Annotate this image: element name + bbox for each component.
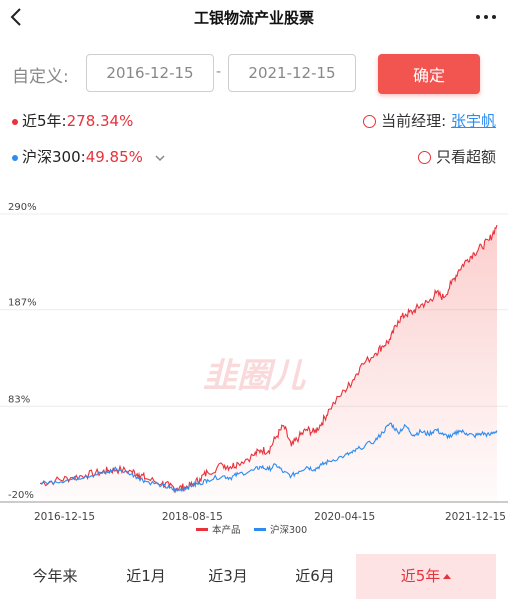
start-date-input[interactable]: [86, 54, 214, 92]
x-tick-label: 2021-12-15: [445, 511, 506, 523]
manager-name-link[interactable]: 张宇帆: [450, 112, 496, 130]
x-tick-label: 2020-04-15: [314, 511, 375, 523]
custom-range-label: 自定义:: [12, 67, 69, 87]
legend-label: 本产品: [212, 524, 241, 536]
fund-series-line: [39, 224, 498, 494]
fund-dot-icon: [12, 118, 18, 125]
index-dot-icon: [12, 154, 18, 161]
y-tick-label: 187%: [8, 298, 37, 309]
page-title: 工银物流产业股票: [193, 9, 314, 27]
index-return-value: 49.85%: [85, 148, 143, 166]
index-return-row: 沪深300:49.85%: [12, 146, 166, 167]
chevron-down-icon[interactable]: [154, 152, 166, 164]
header: 工银物流产业股票: [0, 0, 508, 36]
manager-label: 当前经理:: [381, 112, 447, 130]
fund-return-value: 278.34%: [66, 112, 134, 130]
back-arrow-icon[interactable]: [6, 6, 28, 28]
tab-ytd[interactable]: 今年来: [32, 567, 78, 585]
manager-row: 当前经理: 张宇帆: [363, 110, 496, 131]
sort-up-icon: [443, 574, 452, 579]
period-tabs: 今年来 近1月 近3月 近6月 近5年: [0, 554, 508, 599]
legend-label: 沪深300: [270, 524, 307, 536]
end-date-input[interactable]: [228, 54, 356, 92]
confirm-button[interactable]: 确定: [378, 54, 480, 94]
excess-label: 只看超额: [435, 148, 496, 166]
excess-radio-icon[interactable]: [417, 151, 431, 164]
manager-radio-icon[interactable]: [363, 115, 377, 128]
legend-swatch: [254, 528, 266, 531]
tab-3m[interactable]: 近3月: [208, 567, 248, 585]
y-tick-label: -20%: [8, 490, 34, 501]
index-return-label: 沪深300:: [22, 148, 86, 166]
x-tick-label: 2016-12-15: [34, 511, 95, 523]
excess-only-toggle[interactable]: 只看超额: [417, 146, 496, 167]
fund-return-label: 近5年:: [22, 112, 67, 130]
return-chart: 290% 187% 83% -20% 2016-12-15 2018-08-15 2020…: [0, 202, 508, 536]
y-tick-label: 290%: [8, 202, 37, 213]
tab-6m[interactable]: 近6月: [295, 567, 335, 585]
y-tick-label: 83%: [8, 394, 30, 405]
fund-return-row: 近5年:278.34%: [12, 110, 133, 131]
legend-swatch: [196, 528, 208, 531]
index-series-line: [39, 422, 498, 494]
watermark-logo-icon: 韭圈儿: [203, 356, 306, 396]
x-tick-label: 2018-08-15: [162, 511, 223, 523]
date-separator: -: [216, 64, 222, 80]
tab-5y[interactable]: 近5年: [356, 554, 496, 599]
more-icon[interactable]: [474, 7, 498, 27]
svg-text:韭圈儿: 韭圈儿: [203, 356, 306, 396]
tab-1m[interactable]: 近1月: [126, 567, 166, 585]
